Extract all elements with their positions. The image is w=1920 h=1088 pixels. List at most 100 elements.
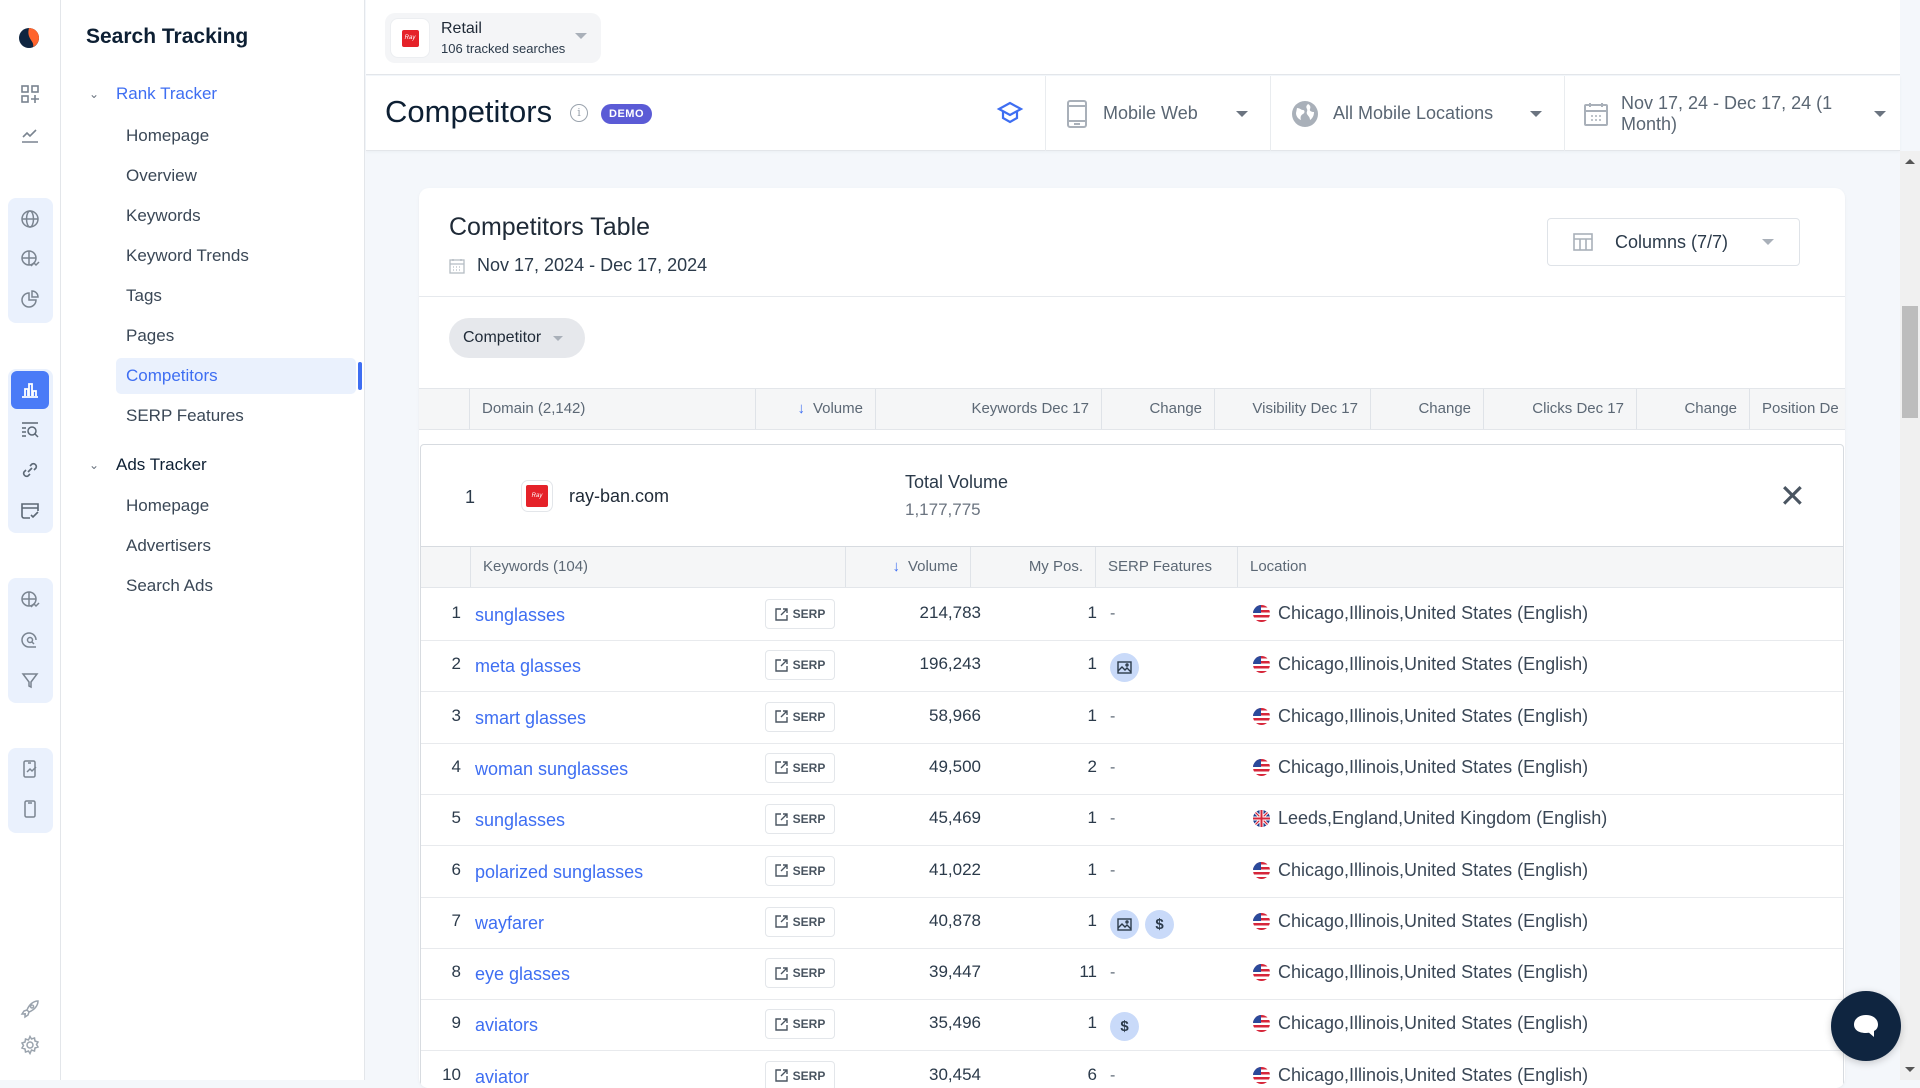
device-dropdown[interactable]: Mobile Web <box>1045 76 1270 151</box>
chat-button[interactable] <box>1831 991 1901 1061</box>
gear-icon[interactable] <box>18 1033 42 1057</box>
external-link-icon <box>774 1069 788 1082</box>
date-range-dropdown[interactable]: Nov 17, 24 - Dec 17, 24 (1 Month) <box>1564 76 1900 151</box>
col-keywords-dec17[interactable]: Keywords Dec 17 <box>875 389 1101 429</box>
us-flag-icon <box>1253 912 1270 930</box>
col-change-1[interactable]: Change <box>1101 389 1214 429</box>
col-visibility-dec17[interactable]: Visibility Dec 17 <box>1214 389 1370 429</box>
search-circle-icon[interactable] <box>18 628 42 652</box>
caret-down-icon <box>1762 239 1774 245</box>
serp-button[interactable]: SERP <box>765 1009 835 1040</box>
col-domain[interactable]: Domain (2,142) <box>469 389 755 429</box>
col-change-2[interactable]: Change <box>1370 389 1483 429</box>
serp-features-cell <box>1110 653 1139 683</box>
serp-label: SERP <box>792 914 826 929</box>
col-volume[interactable]: ↓ Volume <box>755 389 875 429</box>
nav-item-competitors[interactable]: Competitors <box>116 358 362 394</box>
chevron-down-icon: ⌄ <box>88 458 100 472</box>
col-serp-features[interactable]: SERP Features <box>1095 547 1237 587</box>
image-feature-icon[interactable] <box>1110 909 1139 939</box>
funnel-icon[interactable] <box>18 668 42 692</box>
col-keywords[interactable]: Keywords (104) <box>470 547 845 587</box>
nav-item-keywords[interactable]: Keywords <box>126 206 201 225</box>
serp-button[interactable]: SERP <box>765 752 835 783</box>
competitor-filter-chip[interactable]: Competitor <box>449 318 586 358</box>
columns-button[interactable]: Columns (7/7) <box>1547 218 1800 266</box>
page-scrollbar[interactable] <box>1900 151 1920 1080</box>
serp-button[interactable]: SERP <box>765 1060 835 1088</box>
globe-trend-icon[interactable] <box>18 247 42 271</box>
keyword-link[interactable]: aviators <box>475 1015 539 1036</box>
nav-item-tags[interactable]: Tags <box>126 286 162 305</box>
col-kw-volume[interactable]: ↓ Volume <box>845 547 970 587</box>
nav-item-serp-features[interactable]: SERP Features <box>126 406 244 425</box>
no-feature-dash: - <box>1110 758 1116 776</box>
competitor-rank: 1 <box>465 487 476 507</box>
info-icon[interactable]: i <box>570 104 588 122</box>
keyword-link[interactable]: woman sunglasses <box>475 758 629 779</box>
keyword-link[interactable]: wayfarer <box>475 912 545 933</box>
project-selector[interactable]: Ray Retail 106 tracked searches <box>385 13 601 63</box>
row-number: 3 <box>451 705 461 725</box>
col-my-pos[interactable]: My Pos. <box>970 547 1095 587</box>
serp-button[interactable]: SERP <box>765 701 835 732</box>
globe-icon[interactable] <box>18 207 42 231</box>
nav-item-pages[interactable]: Pages <box>126 326 175 345</box>
bar-chart-icon[interactable] <box>11 371 49 409</box>
ads-dollar-icon[interactable]: $ <box>1145 909 1174 939</box>
serp-button[interactable]: SERP <box>765 855 835 886</box>
mobile-chart-icon[interactable] <box>18 757 42 781</box>
rocket-icon[interactable] <box>18 997 42 1021</box>
scrollbar-thumb[interactable] <box>1902 306 1918 418</box>
keyword-row: 4 woman sunglasses SERP 49,500 2 - Chica… <box>421 744 1843 795</box>
ads-dollar-icon[interactable]: $ <box>1110 1012 1139 1042</box>
card-date: Nov 17, 2024 - Dec 17, 2024 <box>449 255 707 276</box>
calendar-check-icon[interactable] <box>18 498 42 522</box>
semrush-logo[interactable] <box>18 27 40 49</box>
nav-item-homepage[interactable]: Homepage <box>126 126 210 145</box>
col-clicks-dec17[interactable]: Clicks Dec 17 <box>1483 389 1636 429</box>
chip-label: Competitor <box>463 329 542 346</box>
scroll-up-arrow-icon[interactable] <box>1905 159 1915 164</box>
keyword-link[interactable]: sunglasses <box>475 810 566 831</box>
nav-item-search-ads[interactable]: Search Ads <box>126 576 213 595</box>
image-feature-icon[interactable] <box>1110 653 1139 683</box>
col-change-3[interactable]: Change <box>1636 389 1749 429</box>
serp-button[interactable]: SERP <box>765 650 835 681</box>
nav-section-ads-tracker[interactable]: ⌄ Ads Tracker <box>86 455 207 475</box>
nav-section-rank-tracker[interactable]: ⌄ Rank Tracker <box>86 84 217 104</box>
apps-add-icon[interactable] <box>18 82 42 106</box>
keyword-link[interactable]: eye glasses <box>475 964 571 985</box>
keyword-link[interactable]: sunglasses <box>475 605 566 625</box>
keyword-link[interactable]: polarized sunglasses <box>475 861 644 882</box>
close-icon[interactable]: ✕ <box>1779 478 1806 514</box>
scroll-down-arrow-icon[interactable] <box>1905 1067 1915 1072</box>
serp-features-cell: - <box>1110 807 1115 828</box>
location-label: All Mobile Locations <box>1333 103 1494 123</box>
nav-item-overview[interactable]: Overview <box>126 166 197 185</box>
serp-button[interactable]: SERP <box>765 906 835 937</box>
trend-chart-icon[interactable] <box>18 122 42 146</box>
keyword-link[interactable]: smart glasses <box>475 707 587 728</box>
keyword-link[interactable]: meta glasses <box>475 656 582 677</box>
academy-cap-icon[interactable] <box>996 99 1024 132</box>
mobile-icon[interactable] <box>18 797 42 821</box>
serp-label: SERP <box>792 966 826 981</box>
serp-button[interactable]: SERP <box>765 599 835 629</box>
nav-item-advertisers[interactable]: Advertisers <box>126 536 212 555</box>
col-position[interactable]: Position De <box>1749 389 1845 429</box>
location-dropdown[interactable]: All Mobile Locations <box>1270 76 1564 151</box>
pie-chart-icon[interactable] <box>18 287 42 311</box>
nav-item-ads-homepage[interactable]: Homepage <box>126 496 210 515</box>
col-location[interactable]: Location <box>1237 547 1845 587</box>
serp-button[interactable]: SERP <box>765 958 835 989</box>
globe-trend-icon[interactable] <box>18 588 42 612</box>
serp-button[interactable]: SERP <box>765 804 835 835</box>
nav-item-keyword-trends[interactable]: Keyword Trends <box>126 246 249 265</box>
search-list-icon[interactable] <box>18 418 42 442</box>
keyword-link[interactable]: aviator <box>475 1066 530 1087</box>
us-flag-icon <box>1253 707 1270 725</box>
competitor-domain[interactable]: ray-ban.com <box>569 486 670 506</box>
location-text: Chicago,Illinois,United States (English) <box>1278 1064 1589 1085</box>
link-icon[interactable] <box>18 458 42 482</box>
